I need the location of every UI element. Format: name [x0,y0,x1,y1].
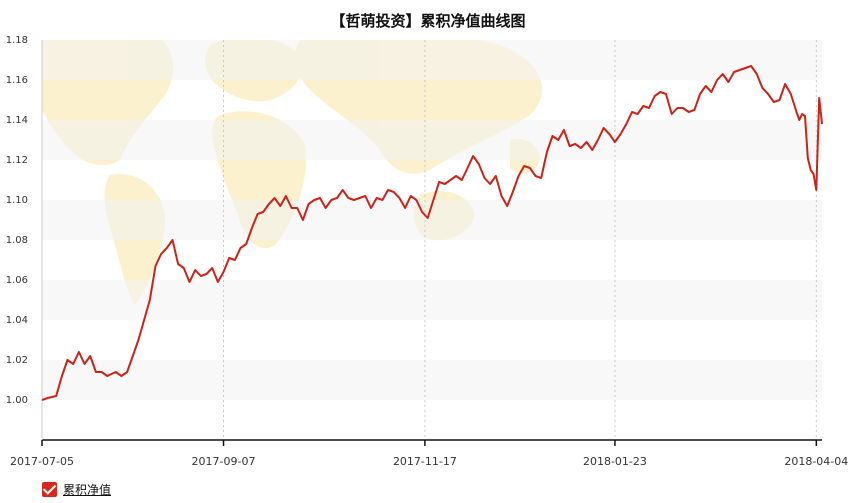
y-tick-label: 1.16 [6,75,28,86]
y-tick-label: 1.02 [6,355,28,366]
x-tick-label: 2018-01-23 [583,455,647,468]
y-tick-label: 1.00 [6,395,28,406]
series-line-nav [41,65,823,401]
y-tick-label: 1.10 [6,195,28,206]
y-tick-label: 1.18 [6,35,28,46]
x-tick-label: 2017-07-05 [10,455,74,468]
y-tick-label: 1.04 [6,315,28,326]
legend-label[interactable]: 累积净值 [63,482,112,497]
y-tick-label: 1.06 [6,275,28,286]
grid-band [42,280,822,320]
grid-band [42,40,822,80]
y-tick-label: 1.08 [6,235,28,246]
x-tick-label: 2017-11-17 [393,455,457,468]
grid-band [42,360,822,400]
y-tick-label: 1.12 [6,155,28,166]
y-tick-label: 1.14 [6,115,28,126]
x-tick-label: 2017-09-07 [192,455,256,468]
x-tick-label: 2018-04-04 [784,455,848,468]
chart-title: 【哲萌投资】累积净值曲线图 [330,12,526,30]
grid-band [42,120,822,160]
legend[interactable]: 累积净值 [42,480,111,498]
legend-checkbox-icon[interactable] [42,481,57,497]
